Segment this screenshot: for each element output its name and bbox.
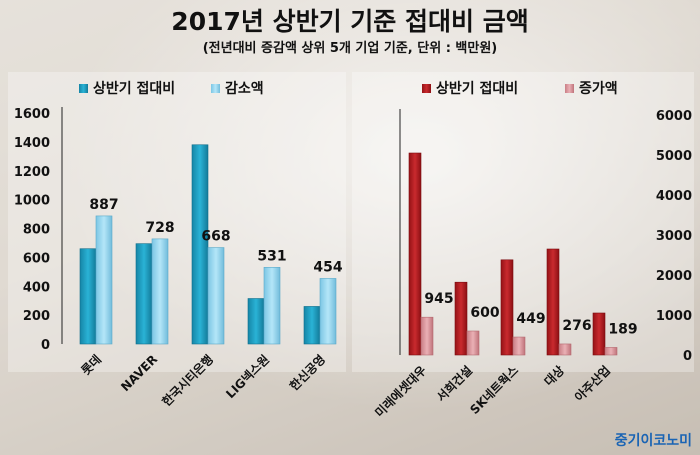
- data-label: 728: [145, 220, 174, 236]
- legend-swatch-spending: [79, 84, 88, 93]
- page-subtitle: (전년대비 증감액 상위 5개 기업 기준, 단위 : 백만원): [203, 40, 498, 56]
- bar-spending-right: [408, 152, 422, 356]
- legend-swatch-increase: [565, 84, 574, 93]
- data-label: 276: [562, 318, 591, 334]
- y-tick-label: 6000: [656, 109, 692, 124]
- y-tick-label: 0: [41, 338, 50, 353]
- bar-decrease: [151, 238, 169, 345]
- y-tick-label: 3000: [656, 229, 692, 244]
- bar-increase: [558, 343, 572, 356]
- bar-spending-right: [500, 259, 514, 356]
- bar-decrease: [207, 247, 225, 345]
- legend-swatch-spending-right: [422, 84, 431, 93]
- data-label: 668: [201, 229, 230, 245]
- y-tick-label: 4000: [656, 189, 692, 204]
- y-tick-label: 400: [23, 280, 50, 295]
- y-tick-label: 1600: [14, 107, 50, 122]
- legend-label-decrease: 감소액: [225, 80, 264, 97]
- page-title: 2017년 상반기 기준 접대비 금액: [171, 7, 528, 36]
- left-panel: [8, 72, 346, 372]
- y-tick-label: 0: [683, 349, 692, 364]
- data-label: 887: [89, 197, 118, 213]
- bar-increase: [420, 316, 434, 356]
- y-tick-label: 1000: [14, 194, 50, 209]
- y-tick-label: 1200: [14, 165, 50, 180]
- data-label: 945: [424, 291, 453, 307]
- y-tick-label: 1400: [14, 136, 50, 151]
- bar-decrease: [319, 278, 337, 345]
- brand-logo: 중기이코노미: [615, 432, 692, 449]
- data-label: 449: [516, 311, 545, 327]
- bar-spending: [191, 144, 209, 345]
- bar-increase: [512, 336, 526, 356]
- data-label: 454: [313, 259, 342, 275]
- y-tick-label: 800: [23, 223, 50, 238]
- bar-spending: [247, 298, 265, 345]
- bar-spending: [79, 248, 97, 345]
- bar-spending: [303, 306, 321, 345]
- legend-label-increase: 증가액: [579, 80, 618, 97]
- bar-spending-right: [592, 312, 606, 356]
- data-label: 189: [608, 321, 637, 337]
- y-tick-label: 2000: [656, 269, 692, 284]
- data-label: 531: [257, 248, 286, 264]
- bar-decrease: [263, 267, 281, 345]
- bar-spending-right: [454, 281, 468, 356]
- y-tick-label: 5000: [656, 149, 692, 164]
- bar-increase: [604, 347, 618, 356]
- legend-label-spending: 상반기 접대비: [93, 80, 175, 97]
- y-tick-label: 1000: [656, 309, 692, 324]
- bar-decrease: [95, 215, 113, 345]
- bar-increase: [466, 330, 480, 356]
- legend-swatch-decrease: [211, 84, 220, 93]
- bar-spending: [135, 243, 153, 345]
- bar-spending-right: [546, 248, 560, 356]
- y-tick-label: 600: [23, 251, 50, 266]
- y-tick-label: 200: [23, 309, 50, 324]
- legend-label-spending-right: 상반기 접대비: [436, 80, 518, 97]
- data-label: 600: [470, 305, 499, 321]
